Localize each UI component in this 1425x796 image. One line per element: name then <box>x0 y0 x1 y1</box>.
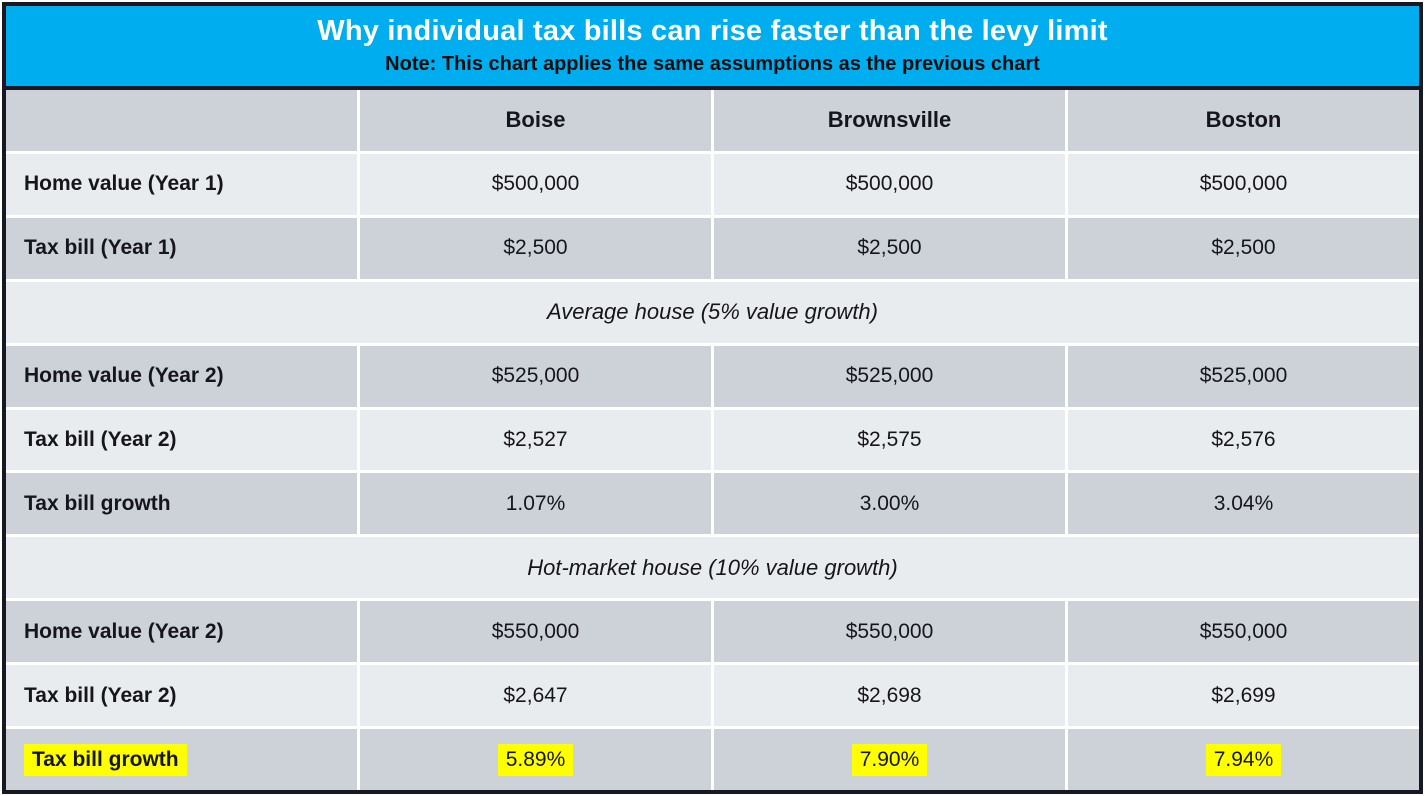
cell-value: $2,575 <box>714 409 1065 471</box>
row-label-text: Home value (Year 2) <box>24 364 224 388</box>
cell-value: $2,500 <box>714 217 1065 279</box>
cell-value-text: $525,000 <box>845 364 934 388</box>
cell-value: $500,000 <box>714 153 1065 215</box>
cell-value: $2,527 <box>360 409 711 471</box>
row-label-text: Home value (Year 1) <box>24 172 224 196</box>
cell-value: $500,000 <box>360 153 711 215</box>
chart-title: Why individual tax bills can rise faster… <box>317 15 1108 48</box>
row-label: Tax bill growth <box>6 729 357 790</box>
cell-value-text: $2,500 <box>503 236 568 260</box>
cell-value-text: $2,527 <box>503 427 568 451</box>
row-label-text: Tax bill (Year 2) <box>24 427 177 451</box>
cell-value-text: 5.89% <box>497 743 574 776</box>
cell-value: $2,500 <box>1068 217 1419 279</box>
cell-value-text: $525,000 <box>491 364 580 388</box>
column-header-boise: Boise <box>360 90 711 151</box>
cell-value: 5.89% <box>360 729 711 790</box>
cell-value: $550,000 <box>714 601 1065 663</box>
cell-value: $2,699 <box>1068 665 1419 727</box>
cell-value-text: $2,576 <box>1211 427 1276 451</box>
cell-value-text: $525,000 <box>1199 364 1288 388</box>
cell-value-text: 3.04% <box>1213 491 1274 515</box>
row-label-text: Home value (Year 2) <box>24 619 224 643</box>
cell-value: $550,000 <box>360 601 711 663</box>
section-header: Average house (5% value growth) <box>6 281 1419 343</box>
comparison-table: Boise Brownsville Boston Home value (Year 1… <box>6 90 1419 790</box>
cell-value: $2,576 <box>1068 409 1419 471</box>
cell-value: $525,000 <box>1068 345 1419 407</box>
cell-value-text: $550,000 <box>845 619 934 643</box>
cell-value: 7.94% <box>1068 729 1419 790</box>
cell-value: $525,000 <box>360 345 711 407</box>
cell-value-text: $550,000 <box>1199 619 1288 643</box>
cell-value-text: 1.07% <box>505 491 566 515</box>
cell-value: 3.04% <box>1068 473 1419 535</box>
column-header-boston: Boston <box>1068 90 1419 151</box>
row-label-text: Tax bill growth <box>24 491 171 515</box>
cell-value-text: $2,698 <box>857 683 922 707</box>
row-label-text: Tax bill (Year 1) <box>24 236 177 260</box>
cell-value-text: $2,500 <box>1211 236 1276 260</box>
row-label: Tax bill (Year 1) <box>6 217 357 279</box>
cell-value-text: 7.94% <box>1205 743 1282 776</box>
cell-value: $2,647 <box>360 665 711 727</box>
row-label: Home value (Year 2) <box>6 345 357 407</box>
chart-subtitle: Note: This chart applies the same assump… <box>385 52 1040 75</box>
cell-value: $2,500 <box>360 217 711 279</box>
cell-value: 1.07% <box>360 473 711 535</box>
row-label-text: Tax bill (Year 2) <box>24 683 177 707</box>
row-label: Home value (Year 1) <box>6 153 357 215</box>
row-label: Home value (Year 2) <box>6 601 357 663</box>
row-label: Tax bill (Year 2) <box>6 665 357 727</box>
section-header: Hot-market house (10% value growth) <box>6 537 1419 599</box>
cell-value: $550,000 <box>1068 601 1419 663</box>
row-label: Tax bill (Year 2) <box>6 409 357 471</box>
cell-value-text: $2,500 <box>857 236 922 260</box>
cell-value: $2,698 <box>714 665 1065 727</box>
cell-value-text: $2,647 <box>503 683 568 707</box>
cell-value-text: $550,000 <box>491 619 580 643</box>
cell-value: 7.90% <box>714 729 1065 790</box>
cell-value-text: $500,000 <box>845 172 934 196</box>
cell-value-text: $500,000 <box>491 172 580 196</box>
cell-value-text: 3.00% <box>859 491 920 515</box>
title-banner: Why individual tax bills can rise faster… <box>6 6 1419 90</box>
cell-value-text: $2,699 <box>1211 683 1276 707</box>
cell-value: $500,000 <box>1068 153 1419 215</box>
column-header-brownsville: Brownsville <box>714 90 1065 151</box>
corner-cell <box>6 90 357 151</box>
cell-value: 3.00% <box>714 473 1065 535</box>
cell-value: $525,000 <box>714 345 1065 407</box>
row-label-text: Tax bill growth <box>24 743 187 776</box>
cell-value-text: 7.90% <box>851 743 928 776</box>
cell-value-text: $500,000 <box>1199 172 1288 196</box>
cell-value-text: $2,575 <box>857 427 922 451</box>
row-label: Tax bill growth <box>6 473 357 535</box>
